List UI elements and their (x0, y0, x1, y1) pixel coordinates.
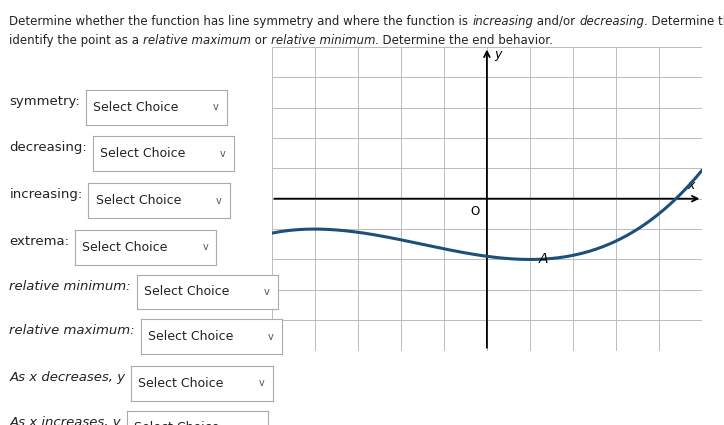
Text: v: v (268, 332, 274, 342)
Text: Select Choice: Select Choice (93, 101, 178, 113)
Text: . Determine the extrema. Then: . Determine the extrema. Then (644, 15, 724, 28)
Text: Select Choice: Select Choice (144, 286, 230, 298)
Text: Select Choice: Select Choice (138, 377, 224, 390)
Text: relative maximum:: relative maximum: (9, 324, 135, 337)
Text: As x increases, y: As x increases, y (9, 416, 121, 425)
Text: decreasing:: decreasing: (9, 142, 87, 154)
Text: v: v (258, 378, 264, 388)
Text: increasing:: increasing: (9, 188, 83, 201)
Text: As x decreases, y: As x decreases, y (9, 371, 125, 384)
Text: O: O (470, 205, 479, 218)
Text: increasing: increasing (472, 15, 533, 28)
Text: v: v (213, 102, 219, 112)
Text: v: v (264, 287, 269, 297)
Text: x: x (688, 179, 695, 192)
Text: v: v (216, 196, 222, 206)
Text: Select Choice: Select Choice (83, 241, 168, 254)
Text: decreasing: decreasing (579, 15, 644, 28)
Text: Select Choice: Select Choice (96, 194, 181, 207)
Text: identify the point as a: identify the point as a (9, 34, 143, 47)
Text: v: v (202, 242, 208, 252)
Text: v: v (220, 149, 226, 159)
Text: y: y (494, 48, 502, 61)
Text: relative minimum:: relative minimum: (9, 280, 131, 292)
Text: A: A (539, 252, 548, 266)
Text: and/or: and/or (533, 15, 579, 28)
Text: extrema:: extrema: (9, 235, 70, 248)
Text: Select Choice: Select Choice (100, 147, 185, 160)
Text: Determine whether the function has line symmetry and where the function is: Determine whether the function has line … (9, 15, 472, 28)
Text: relative maximum: relative maximum (143, 34, 251, 47)
Text: relative minimum: relative minimum (271, 34, 375, 47)
Text: symmetry:: symmetry: (9, 95, 80, 108)
Text: v: v (254, 423, 260, 425)
Text: . Determine the end behavior.: . Determine the end behavior. (375, 34, 553, 47)
Text: or: or (251, 34, 271, 47)
Text: Select Choice: Select Choice (134, 422, 219, 425)
Text: Select Choice: Select Choice (148, 330, 233, 343)
